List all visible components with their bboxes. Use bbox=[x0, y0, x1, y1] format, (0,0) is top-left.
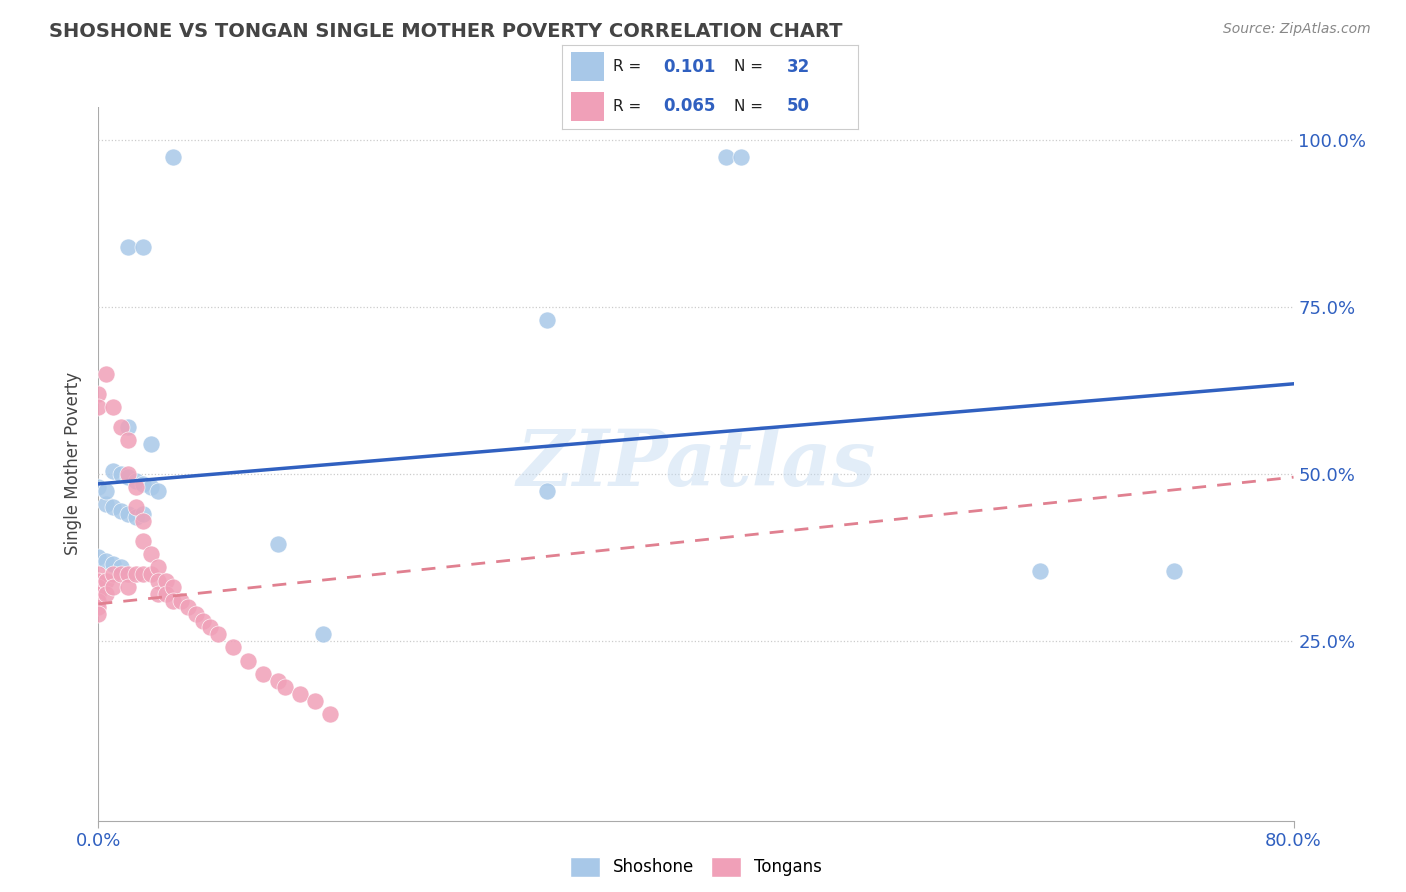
Text: R =: R = bbox=[613, 99, 641, 114]
Point bbox=[191, 614, 214, 628]
Point bbox=[117, 420, 139, 434]
Point bbox=[103, 557, 125, 571]
Point bbox=[132, 240, 155, 254]
Text: ZIPatlas: ZIPatlas bbox=[516, 425, 876, 502]
Text: Source: ZipAtlas.com: Source: ZipAtlas.com bbox=[1223, 22, 1371, 37]
Point bbox=[536, 313, 558, 327]
Point bbox=[87, 574, 110, 588]
Point bbox=[184, 607, 207, 621]
Point bbox=[125, 500, 148, 515]
Point bbox=[117, 467, 139, 481]
Point bbox=[94, 497, 117, 511]
Point bbox=[103, 580, 125, 594]
Point bbox=[267, 673, 290, 688]
Point bbox=[139, 437, 162, 451]
Point bbox=[87, 580, 110, 594]
Point bbox=[1163, 564, 1185, 578]
Point bbox=[222, 640, 245, 655]
Point bbox=[714, 150, 737, 164]
Point bbox=[110, 566, 132, 581]
Text: 0.065: 0.065 bbox=[662, 97, 716, 115]
Point bbox=[87, 480, 110, 494]
Point bbox=[132, 476, 155, 491]
Text: N =: N = bbox=[734, 99, 762, 114]
Point bbox=[87, 587, 110, 601]
Point bbox=[110, 560, 132, 574]
Point bbox=[319, 706, 342, 721]
Point bbox=[117, 507, 139, 521]
Point bbox=[110, 420, 132, 434]
Point bbox=[94, 367, 117, 381]
Point bbox=[110, 503, 132, 517]
Point bbox=[132, 514, 155, 528]
Point bbox=[236, 654, 259, 668]
Point bbox=[139, 566, 162, 581]
Point bbox=[125, 566, 148, 581]
Point bbox=[252, 667, 274, 681]
Point bbox=[162, 150, 184, 164]
Text: 0.101: 0.101 bbox=[662, 58, 716, 76]
Point bbox=[155, 574, 177, 588]
Point bbox=[125, 474, 148, 488]
Point bbox=[162, 580, 184, 594]
Point bbox=[132, 533, 155, 548]
Point bbox=[87, 593, 110, 607]
Point bbox=[87, 386, 110, 401]
Point bbox=[94, 574, 117, 588]
Point bbox=[117, 566, 139, 581]
Point bbox=[148, 587, 170, 601]
Point bbox=[304, 693, 326, 707]
Point bbox=[117, 580, 139, 594]
Point bbox=[200, 620, 222, 634]
Legend: Shoshone, Tongans: Shoshone, Tongans bbox=[562, 850, 830, 884]
Point bbox=[125, 480, 148, 494]
Point bbox=[103, 566, 125, 581]
Bar bbox=[571, 92, 603, 120]
Point bbox=[117, 240, 139, 254]
Point bbox=[87, 400, 110, 414]
Point bbox=[87, 550, 110, 565]
Point bbox=[155, 587, 177, 601]
Point bbox=[311, 627, 333, 641]
Point bbox=[117, 470, 139, 484]
Text: R =: R = bbox=[613, 59, 641, 74]
Point bbox=[94, 553, 117, 567]
Point bbox=[148, 560, 170, 574]
Point bbox=[267, 537, 290, 551]
Text: N =: N = bbox=[734, 59, 762, 74]
Point bbox=[288, 687, 311, 701]
Point bbox=[87, 600, 110, 615]
Point bbox=[132, 566, 155, 581]
Text: SHOSHONE VS TONGAN SINGLE MOTHER POVERTY CORRELATION CHART: SHOSHONE VS TONGAN SINGLE MOTHER POVERTY… bbox=[49, 22, 842, 41]
Point bbox=[132, 507, 155, 521]
Point bbox=[148, 574, 170, 588]
Point bbox=[274, 680, 297, 694]
Text: 32: 32 bbox=[787, 58, 810, 76]
Point bbox=[94, 587, 117, 601]
Point bbox=[148, 483, 170, 498]
Point bbox=[117, 434, 139, 448]
Point bbox=[103, 463, 125, 477]
Point bbox=[207, 627, 229, 641]
Point bbox=[87, 566, 110, 581]
Point bbox=[177, 600, 200, 615]
Y-axis label: Single Mother Poverty: Single Mother Poverty bbox=[65, 372, 83, 556]
Point bbox=[139, 547, 162, 561]
Point bbox=[169, 593, 191, 607]
Point bbox=[125, 510, 148, 524]
Point bbox=[162, 593, 184, 607]
Bar bbox=[571, 53, 603, 81]
Point bbox=[139, 480, 162, 494]
Text: 50: 50 bbox=[787, 97, 810, 115]
Point bbox=[103, 500, 125, 515]
Point bbox=[87, 607, 110, 621]
Point bbox=[536, 483, 558, 498]
Point bbox=[1028, 564, 1050, 578]
Point bbox=[94, 483, 117, 498]
Point bbox=[730, 150, 752, 164]
Point bbox=[110, 467, 132, 481]
Point bbox=[103, 400, 125, 414]
